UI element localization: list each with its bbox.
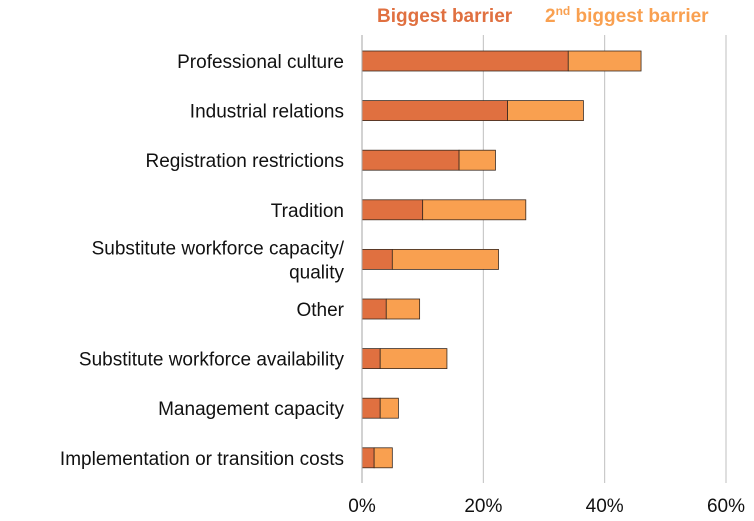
- legend: Biggest barrier 2nd biggest barrier: [377, 4, 709, 27]
- bar-biggest-barrier: [361, 298, 387, 320]
- category-label: Registration restrictions: [145, 151, 344, 172]
- x-tick-label: 60%: [707, 496, 745, 517]
- legend-prefix: 2: [545, 6, 556, 27]
- bar-biggest-barrier: [361, 447, 375, 469]
- legend-item-biggest-barrier: Biggest barrier: [377, 6, 513, 27]
- legend-superscript: nd: [556, 4, 571, 18]
- bar-2nd-biggest-barrier: [385, 298, 421, 320]
- bar-biggest-barrier: [361, 50, 569, 72]
- bar-biggest-barrier: [361, 100, 509, 121]
- category-label: Tradition: [271, 201, 344, 222]
- x-axis-tick-labels: 0% 20% 40% 60%: [348, 496, 745, 517]
- category-label: Industrial relations: [190, 102, 344, 123]
- bar-2nd-biggest-barrier: [567, 50, 642, 72]
- bar-biggest-barrier: [361, 199, 424, 221]
- bar-2nd-biggest-barrier: [373, 447, 393, 469]
- legend-item-2nd-biggest-barrier: 2nd biggest barrier: [545, 4, 709, 27]
- category-labels: Professional culture Industrial relations…: [60, 52, 345, 470]
- bar-biggest-barrier: [361, 149, 460, 171]
- x-tick-label: 20%: [464, 496, 502, 517]
- category-label: Management capacity: [158, 399, 344, 420]
- bar-biggest-barrier: [361, 397, 381, 419]
- bar-2nd-biggest-barrier: [379, 348, 448, 370]
- bar-2nd-biggest-barrier: [422, 199, 527, 221]
- x-tick-label: 0%: [348, 496, 376, 517]
- category-label: Substitute workforce availability: [79, 350, 345, 371]
- category-label: quality: [289, 262, 344, 283]
- bars: [361, 50, 642, 469]
- bar-2nd-biggest-barrier: [391, 248, 499, 270]
- bar-biggest-barrier: [361, 248, 393, 270]
- legend-label-biggest-barrier: Biggest barrier: [377, 6, 513, 27]
- bar-2nd-biggest-barrier: [458, 149, 496, 171]
- category-label: Substitute workforce capacity/: [92, 238, 345, 259]
- legend-label-2nd-biggest-barrier: biggest barrier: [576, 6, 710, 27]
- bar-2nd-biggest-barrier: [379, 397, 399, 419]
- bar-biggest-barrier: [361, 348, 381, 370]
- category-label: Other: [296, 300, 344, 321]
- x-tick-label: 40%: [586, 496, 624, 517]
- category-label: Professional culture: [177, 52, 344, 73]
- category-label: Implementation or transition costs: [60, 449, 344, 470]
- bar-2nd-biggest-barrier: [507, 100, 584, 121]
